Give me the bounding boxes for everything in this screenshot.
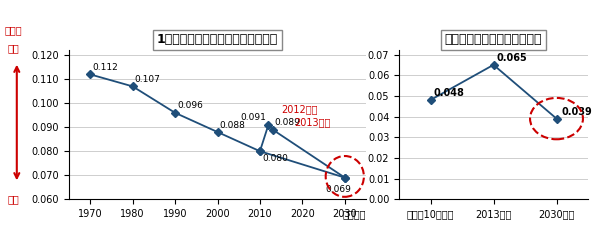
- Text: 改善: 改善: [7, 194, 19, 204]
- Text: 0.065: 0.065: [497, 53, 527, 63]
- Text: （年度）: （年度）: [343, 209, 366, 219]
- Text: リスク: リスク: [4, 25, 22, 35]
- Title: 1次エネルギーのインデックス推移: 1次エネルギーのインデックス推移: [157, 33, 278, 46]
- Text: 0.089: 0.089: [275, 118, 301, 127]
- Text: 2013年度: 2013年度: [294, 117, 330, 127]
- Title: 電源構成のインデックス推移: 電源構成のインデックス推移: [445, 33, 542, 46]
- Text: 0.039: 0.039: [562, 106, 592, 117]
- Text: 悪化: 悪化: [7, 43, 19, 53]
- Text: 0.096: 0.096: [177, 101, 203, 110]
- Text: 0.080: 0.080: [262, 154, 288, 163]
- Text: 0.048: 0.048: [434, 88, 464, 98]
- Text: 0.107: 0.107: [135, 75, 161, 84]
- Text: 0.112: 0.112: [92, 63, 118, 72]
- Text: 0.069: 0.069: [326, 185, 352, 194]
- Text: 0.088: 0.088: [220, 121, 245, 130]
- Text: 0.091: 0.091: [241, 113, 266, 123]
- Text: 2012年度: 2012年度: [281, 104, 317, 114]
